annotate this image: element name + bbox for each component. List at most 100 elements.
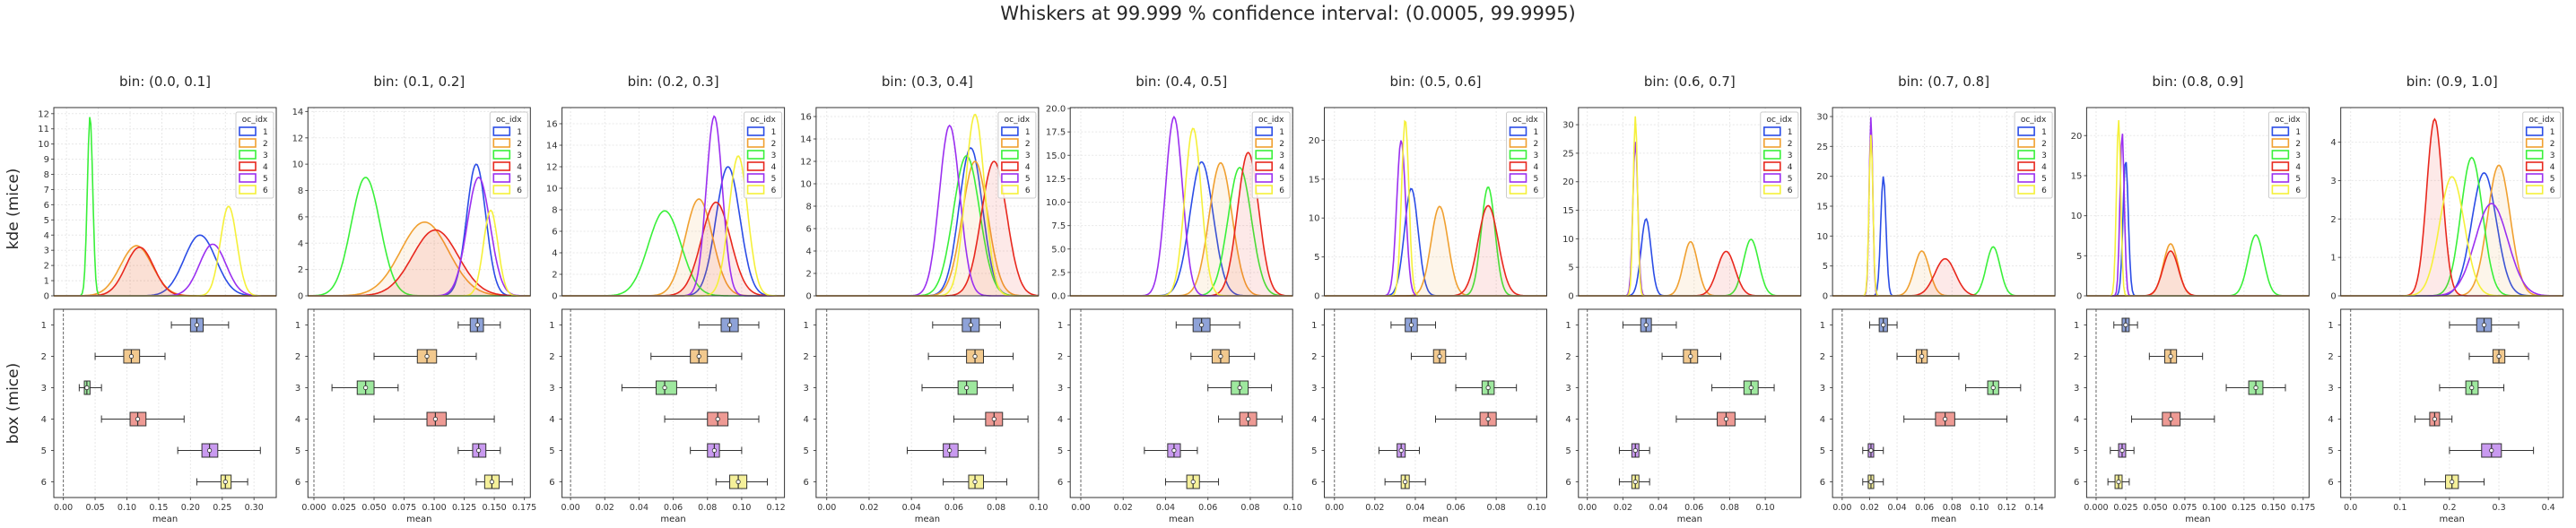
legend-swatch-5	[746, 173, 765, 183]
box-row-4: 4	[2074, 411, 2215, 427]
legend-box	[1506, 111, 1545, 199]
box-x-tick-label: 0.20	[181, 503, 200, 513]
box-mean-marker	[2450, 479, 2455, 485]
panel-2: bin: (0.1, 0.2]02468101214oc_idx1234560.…	[292, 74, 537, 524]
kde-legend: oc_idx 1 2 3 4 5 6	[489, 111, 528, 199]
box-y-tick-label: 3	[2328, 384, 2333, 394]
box-x-tick-label: 0.10	[1527, 503, 1546, 513]
box-x-tick-label: 0.050	[2143, 503, 2167, 513]
box-x-axis-label: mean	[1677, 515, 1702, 524]
panel-title: bin: (0.0, 0.1]	[119, 74, 211, 90]
legend-box	[1251, 111, 1291, 199]
box-x-axis-label: mean	[1423, 515, 1448, 524]
box-frame	[1832, 308, 2056, 498]
box-mean-marker	[1403, 479, 1408, 485]
box-mean-marker	[1643, 322, 1649, 328]
box-x-tick-label: 0.08	[1943, 503, 1962, 513]
box-row-2: 2	[295, 349, 477, 364]
legend-swatch-6	[746, 185, 765, 195]
legend-label-4: 4	[1788, 163, 1793, 172]
legend-label-3: 3	[1788, 151, 1793, 160]
legend-label-1: 1	[1279, 128, 1284, 137]
box-row-1: 1	[2328, 317, 2519, 333]
box-x-tick-label: 0.06	[1915, 503, 1934, 513]
kde-y-tick-label: 5	[44, 216, 49, 226]
box-y-tick-label: 4	[549, 415, 554, 425]
box-x-axis-label: mean	[915, 515, 940, 524]
kde-y-tick-label: 12	[800, 158, 812, 168]
legend-swatch-2	[1763, 138, 1781, 148]
kde-y-tick-label: 2	[806, 270, 812, 280]
legend-label-3: 3	[1025, 151, 1031, 160]
kde-legend: oc_idx 1 2 3 4 5 6	[1760, 111, 1799, 199]
legend-swatch-6	[2271, 185, 2290, 195]
box-x-tick-label: 0.025	[2113, 503, 2137, 513]
legend-swatch-3	[746, 150, 765, 160]
box-x-tick-label: 0.2	[2442, 503, 2456, 513]
panel-title: bin: (0.9, 1.0]	[2406, 74, 2498, 90]
box-x-tick-label: 0.175	[512, 503, 536, 513]
legend-title: oc_idx	[1767, 116, 1793, 125]
legend-label-4: 4	[1025, 163, 1031, 172]
legend-swatch-6	[1001, 185, 1019, 195]
box-row-6: 6	[1565, 474, 1650, 489]
legend-label-4: 4	[2295, 163, 2301, 172]
box-mean-marker	[972, 479, 978, 485]
box-row-6: 6	[1820, 474, 1884, 489]
panel-7: bin: (0.6, 0.7]051015202530oc_idx1234560…	[1562, 74, 1802, 524]
box-mean-marker	[968, 322, 973, 328]
box-row-2: 2	[549, 349, 743, 364]
legend-label-5: 5	[517, 175, 522, 184]
legend-swatch-1	[239, 126, 257, 136]
kde-fill-2	[815, 161, 1039, 296]
legend-label-5: 5	[2550, 175, 2555, 184]
box-mean-marker	[1943, 416, 1948, 422]
legend-swatch-1	[2017, 126, 2035, 136]
kde-y-tick-label: 30	[1816, 113, 1828, 123]
legend-label-3: 3	[2041, 151, 2047, 160]
kde-axes: 0 5 10 15 20 oc_idx 1 2 3 4 5 6	[1309, 107, 1547, 302]
legend-swatch-3	[1509, 150, 1527, 160]
box-mean-marker	[84, 385, 90, 391]
box-frame	[307, 308, 531, 498]
box-mean-marker	[2469, 385, 2475, 391]
box-x-tick-label: 0.075	[392, 503, 416, 513]
box-row-6: 6	[2328, 474, 2485, 489]
legend-title: oc_idx	[2021, 116, 2047, 125]
legend-box	[2014, 111, 2053, 199]
box-row-1: 1	[1565, 317, 1677, 333]
legend-title: oc_idx	[2275, 116, 2301, 125]
kde-fill-4	[308, 229, 531, 296]
box-y-tick-label: 4	[41, 415, 47, 425]
box-row-3: 3	[295, 380, 399, 395]
box-axes: 0.00 0.05 0.10 0.15 0.20 0.25 0.30 1 2 3 4 5 6 mean	[41, 308, 277, 524]
box-x-axis-label: mean	[406, 515, 431, 524]
panel-title: bin: (0.1, 0.2]	[373, 74, 465, 90]
box-x-tick-label: 0.10	[1284, 503, 1302, 513]
kde-axes: 0 5 10 15 20 25 30 oc_idx 1 2 3 4 5 6	[1816, 107, 2056, 302]
kde-y-tick-label: 2.5	[1051, 268, 1066, 278]
kde-y-tick-label: 30	[1562, 121, 1574, 131]
box-y-tick-label: 1	[1311, 321, 1317, 331]
panel-title: bin: (0.4, 0.5]	[1136, 74, 1227, 90]
box-mean-marker	[1990, 385, 1996, 391]
box-x-tick-label: 0.04	[1649, 503, 1668, 513]
kde-y-tick-label: 9	[44, 155, 49, 165]
kde-y-tick-label: 0	[1823, 292, 1828, 302]
box-y-tick-label: 1	[1057, 321, 1063, 331]
box-mean-marker	[1748, 385, 1754, 391]
legend-swatch-4	[746, 161, 765, 171]
box-x-tick-label: 0.08	[1720, 503, 1739, 513]
box-row-6: 6	[1057, 474, 1220, 489]
box-y-tick-label: 5	[1057, 446, 1063, 456]
box-row-1: 1	[41, 317, 230, 333]
box-x-tick-label: 0.000	[2084, 503, 2108, 513]
box-y-tick-label: 4	[804, 415, 809, 425]
box-x-tick-label: 0.30	[245, 503, 264, 513]
box-mean-marker	[135, 416, 141, 422]
box-x-tick-label: 0.10	[1029, 503, 1048, 513]
box-row-6: 6	[1311, 474, 1426, 489]
box-row-4: 4	[295, 411, 495, 427]
